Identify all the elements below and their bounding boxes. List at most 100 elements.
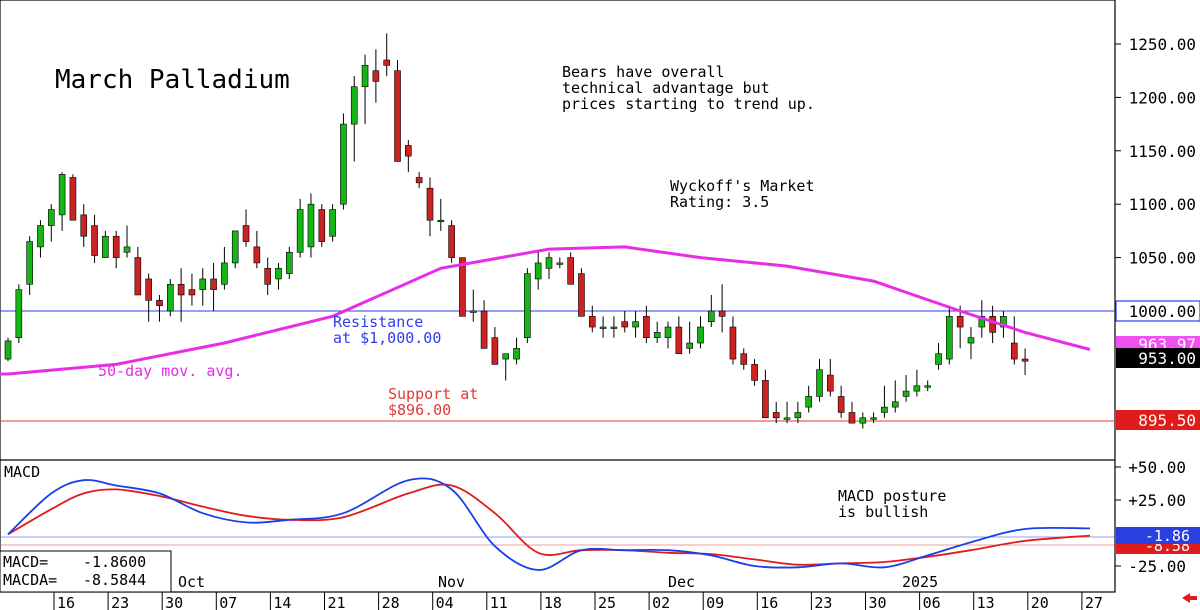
candle-body <box>448 225 455 258</box>
macda-readout-value: -8.5844 <box>83 571 146 589</box>
chart-title: March Palladium <box>55 65 290 95</box>
date-tick-label: 09 <box>706 594 724 610</box>
price-tick-label: 1050.00 <box>1129 249 1196 268</box>
plot-frame <box>0 0 1116 593</box>
candle-body <box>664 326 672 338</box>
candle-body <box>783 417 791 420</box>
candle-body <box>405 145 412 157</box>
candle-body <box>329 209 336 237</box>
candle-body <box>816 369 823 397</box>
candle-body <box>307 203 315 248</box>
candle-body <box>167 283 174 312</box>
macd-readout-box <box>0 550 172 593</box>
candle-body <box>188 289 196 296</box>
candle-body <box>794 412 802 419</box>
price-tick-label: 1250.00 <box>1129 35 1196 54</box>
macd-readout-label: MACD= <box>3 553 48 571</box>
scroll-left-arrow-icon[interactable] <box>1182 593 1197 603</box>
wyckoff-line2: Rating: 3.5 <box>670 193 769 211</box>
candle-body <box>383 59 391 66</box>
date-tick-label: 07 <box>219 594 237 610</box>
candle-body <box>275 267 282 280</box>
candle-body <box>513 348 520 360</box>
resistance-tag: 1000.00 <box>1115 300 1200 322</box>
date-tick-label: 11 <box>490 594 508 610</box>
candle-body <box>199 278 207 290</box>
date-tick-label: 23 <box>111 594 129 610</box>
candle-body <box>361 65 369 88</box>
macd-line <box>7 477 1091 571</box>
candle-body <box>350 86 358 125</box>
bears-note-line3: prices starting to trend up. <box>562 95 815 113</box>
candle-body <box>156 300 163 306</box>
candle-body <box>459 257 466 317</box>
candle-body <box>112 235 120 258</box>
candle-body <box>686 342 693 349</box>
date-tick-label: 23 <box>814 594 832 610</box>
date-tick-label: 04 <box>436 594 454 610</box>
candle-body <box>437 219 445 223</box>
candle-body <box>902 390 910 397</box>
candle-body <box>556 262 564 265</box>
candle-body <box>567 257 574 285</box>
bears-note-line1: Bears have overall <box>562 63 725 81</box>
resistance-text-line1: Resistance <box>333 313 423 331</box>
ma50-label: 50-day mov. avg. <box>98 362 243 380</box>
candle-body <box>772 412 780 419</box>
candle-body <box>480 310 488 349</box>
price-tick-label: 1100.00 <box>1129 195 1196 214</box>
candle-body <box>632 321 639 328</box>
candle-body <box>675 326 683 355</box>
candle-body <box>469 310 477 313</box>
candle-body <box>426 187 434 221</box>
candle-body <box>4 340 12 360</box>
support-text-line2: $896.00 <box>388 401 451 419</box>
candle-body <box>47 209 55 226</box>
macd-posture-line1: MACD posture <box>838 487 946 505</box>
candle-body <box>848 412 856 424</box>
candle-body <box>545 257 553 269</box>
candle-body <box>751 364 758 381</box>
candle-body <box>80 214 88 237</box>
macda-line <box>7 483 1091 566</box>
last-price-tag-text: 953.00 <box>1138 349 1196 368</box>
candle-body <box>394 70 401 162</box>
macd-readout-value: -1.8600 <box>83 553 146 571</box>
candle-body <box>231 230 239 264</box>
last-price-tag: 953.00 <box>1116 348 1200 368</box>
candle-body <box>599 326 607 329</box>
candle-body <box>37 225 44 248</box>
candle-body <box>372 70 380 82</box>
ma50-line <box>0 245 1091 376</box>
candle-body <box>859 417 867 424</box>
candle-body <box>707 310 715 322</box>
macda-readout-label: MACDA= <box>3 571 57 589</box>
candle-body <box>177 283 185 296</box>
candle-body <box>913 385 921 392</box>
date-axis: 16 23 30 07 14 21 28 04 11 18 25 02 09 16 23 30 06 13 20 27 <box>53 592 1103 610</box>
candle-body <box>881 406 888 413</box>
candle-body <box>935 353 942 365</box>
macd-tick-label: +25.00 <box>1128 491 1186 510</box>
resistance-tag-text: 1000.00 <box>1129 302 1196 321</box>
price-tick-label: 1200.00 <box>1129 88 1196 107</box>
candle-body <box>578 273 585 317</box>
date-tick-label: 18 <box>544 594 562 610</box>
date-tick-label: 13 <box>977 594 995 610</box>
candle-body <box>870 417 877 420</box>
macd-posture-line2: is bullish <box>838 503 928 521</box>
price-axis: 1250.00 1200.00 1150.00 1100.00 1050.00 <box>1115 35 1196 312</box>
date-tick-label: 16 <box>57 594 75 610</box>
candle-body <box>253 246 261 264</box>
candle-body <box>91 225 98 256</box>
candle-body <box>1000 316 1007 328</box>
candle-body <box>989 316 996 333</box>
candle-body <box>69 177 77 221</box>
candle-body <box>491 337 499 365</box>
candle-body <box>956 316 964 328</box>
candle-body <box>1010 342 1018 360</box>
candle-body <box>891 401 899 408</box>
candle-body <box>123 246 131 253</box>
candle-body <box>967 337 975 344</box>
